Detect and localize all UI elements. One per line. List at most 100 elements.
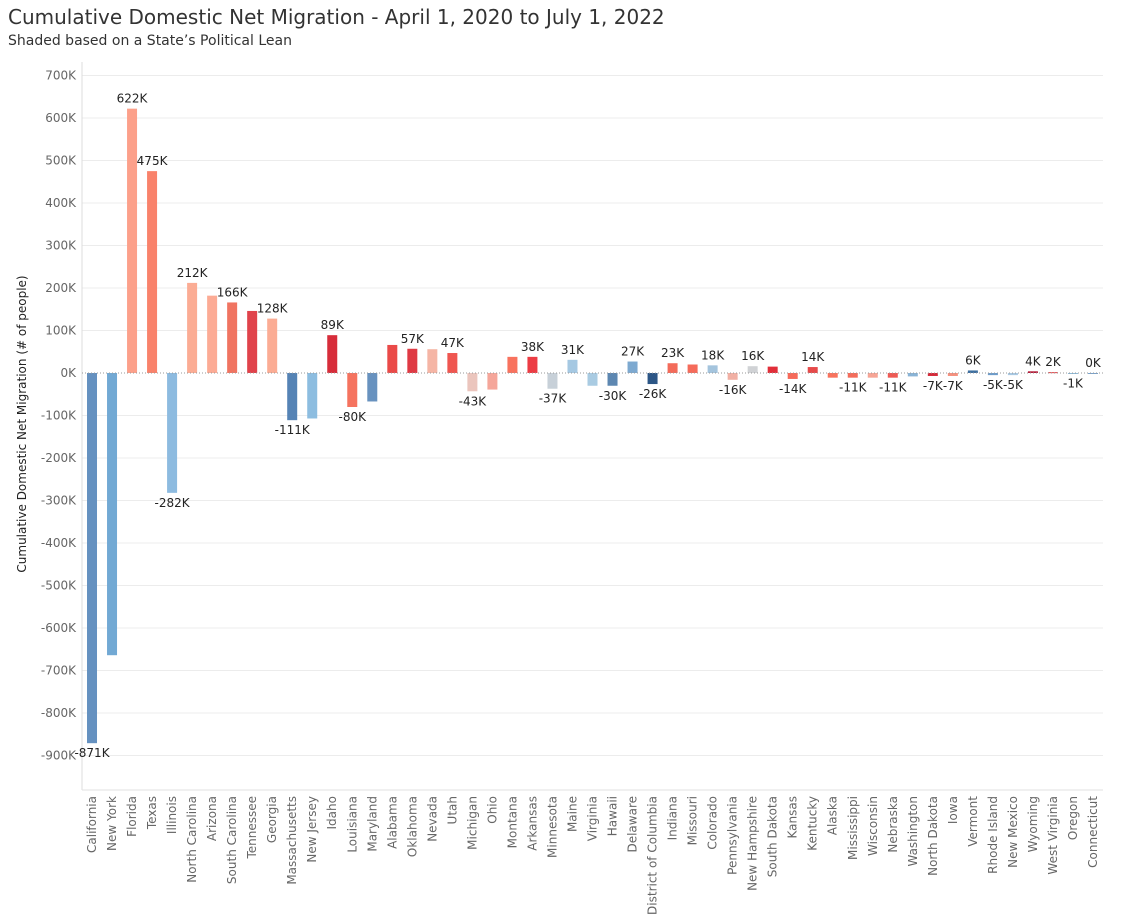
data-label: -282K (155, 496, 191, 510)
x-tick-label: Illinois (165, 796, 179, 834)
bar-montana[interactable] (507, 356, 518, 373)
data-label: -43K (459, 394, 488, 408)
bar-wisconsin[interactable] (867, 373, 878, 378)
bar-arizona[interactable] (207, 295, 218, 373)
x-tick-label: Maine (565, 796, 579, 832)
x-tick-label: Louisiana (345, 796, 359, 853)
data-label: 27K (621, 345, 645, 359)
x-tick-label: Oklahoma (405, 796, 419, 857)
x-tick-label: Kentucky (806, 796, 820, 851)
bar-colorado[interactable] (707, 365, 718, 373)
x-tick-label: Georgia (265, 796, 279, 843)
bar-kansas[interactable] (787, 373, 798, 379)
x-tick-label: Oregon (1066, 796, 1080, 840)
data-label: 475K (137, 154, 169, 168)
bar-utah[interactable] (447, 353, 458, 373)
bar-pennsylvania[interactable] (727, 373, 738, 380)
y-tick-label: -600K (41, 621, 77, 635)
bar-vermont[interactable] (967, 370, 978, 373)
data-label: -26K (639, 387, 668, 401)
bar-virginia[interactable] (587, 373, 598, 386)
data-label: 6K (965, 353, 982, 367)
bar-wyoming[interactable] (1027, 371, 1038, 373)
data-label: 31K (561, 343, 585, 357)
bar-north-dakota[interactable] (927, 373, 938, 376)
bar-kentucky[interactable] (807, 367, 818, 373)
x-tick-label: Arizona (205, 796, 219, 841)
bar-florida[interactable] (127, 108, 138, 374)
y-tick-label: 700K (45, 69, 77, 83)
bar-nebraska[interactable] (887, 373, 898, 378)
data-label: 57K (401, 332, 425, 346)
x-tick-label: Pennsylvania (726, 796, 740, 875)
bar-idaho[interactable] (327, 335, 338, 373)
data-label: -80K (339, 410, 368, 424)
data-label: -1K (1063, 376, 1084, 390)
bar-mississippi[interactable] (847, 373, 858, 378)
bar-alabama[interactable] (387, 344, 398, 373)
data-label: -5K (983, 378, 1004, 392)
bar-new-jersey[interactable] (307, 373, 318, 419)
x-tick-label: Delaware (626, 796, 640, 853)
bar-maine[interactable] (567, 359, 578, 373)
y-tick-label: 100K (45, 324, 77, 338)
data-label: 166K (217, 285, 249, 299)
y-tick-label: -800K (41, 706, 77, 720)
x-tick-label: Massachusetts (285, 796, 299, 885)
x-tick-label: Alaska (826, 796, 840, 835)
bar-south-carolina[interactable] (227, 302, 238, 373)
bar-maryland[interactable] (367, 373, 378, 402)
data-labels: -871K 622K 475K -282K 212K 166K 128K -111K 89K -8… (74, 92, 1101, 761)
bar-west-virginia[interactable] (1047, 372, 1058, 374)
bar-connecticut[interactable] (1087, 373, 1098, 374)
bar-arkansas[interactable] (527, 356, 538, 373)
x-tick-label: Florida (125, 796, 139, 837)
bar-alaska[interactable] (827, 373, 838, 378)
bar-california[interactable] (87, 373, 98, 744)
bar-illinois[interactable] (167, 373, 178, 493)
bars (87, 108, 1098, 744)
bar-nevada[interactable] (427, 349, 438, 373)
x-tick-label: Vermont (966, 796, 980, 847)
bar-new-mexico[interactable] (1007, 373, 1018, 376)
bar-ohio[interactable] (487, 373, 498, 390)
y-tick-label: -500K (41, 579, 77, 593)
bar-indiana[interactable] (667, 363, 678, 373)
x-tick-label: Alabama (385, 796, 399, 849)
data-label: 47K (441, 336, 465, 350)
bar-new-hampshire[interactable] (747, 366, 758, 373)
y-tick-label: 0K (60, 366, 77, 380)
y-tick-label: 600K (45, 111, 77, 125)
bar-louisiana[interactable] (347, 373, 358, 407)
x-tick-label: District of Columbia (646, 796, 660, 915)
bar-missouri[interactable] (687, 364, 698, 374)
bar-tennessee[interactable] (247, 310, 258, 373)
bar-new-york[interactable] (107, 373, 118, 656)
bar-iowa[interactable] (947, 373, 958, 376)
bar-district-of-columbia[interactable] (647, 373, 658, 385)
y-tick-label: 400K (45, 196, 77, 210)
x-tick-label: Minnesota (545, 796, 559, 858)
bar-rhode-island[interactable] (987, 373, 998, 376)
x-tick-label: Connecticut (1086, 796, 1100, 868)
bar-delaware[interactable] (627, 361, 638, 373)
bar-oklahoma[interactable] (407, 348, 418, 373)
data-label: 4K (1025, 354, 1042, 368)
bar-texas[interactable] (147, 171, 158, 373)
bar-georgia[interactable] (267, 318, 278, 373)
bar-massachusetts[interactable] (287, 373, 298, 421)
bar-minnesota[interactable] (547, 373, 558, 389)
data-label: -11K (839, 381, 868, 395)
x-tick-label: Tennessee (245, 796, 259, 860)
x-tick-label: Texas (145, 796, 159, 830)
x-tick-label: California (85, 796, 99, 853)
bar-north-carolina[interactable] (187, 282, 198, 373)
x-tick-label: New Hampshire (746, 796, 760, 891)
x-tick-label: Idaho (325, 796, 339, 829)
bar-hawaii[interactable] (607, 373, 618, 386)
x-tick-label: North Dakota (926, 796, 940, 876)
bar-washington[interactable] (907, 373, 918, 377)
bar-south-dakota[interactable] (767, 366, 778, 373)
bar-michigan[interactable] (467, 373, 478, 392)
x-tick-label: Iowa (946, 796, 960, 824)
